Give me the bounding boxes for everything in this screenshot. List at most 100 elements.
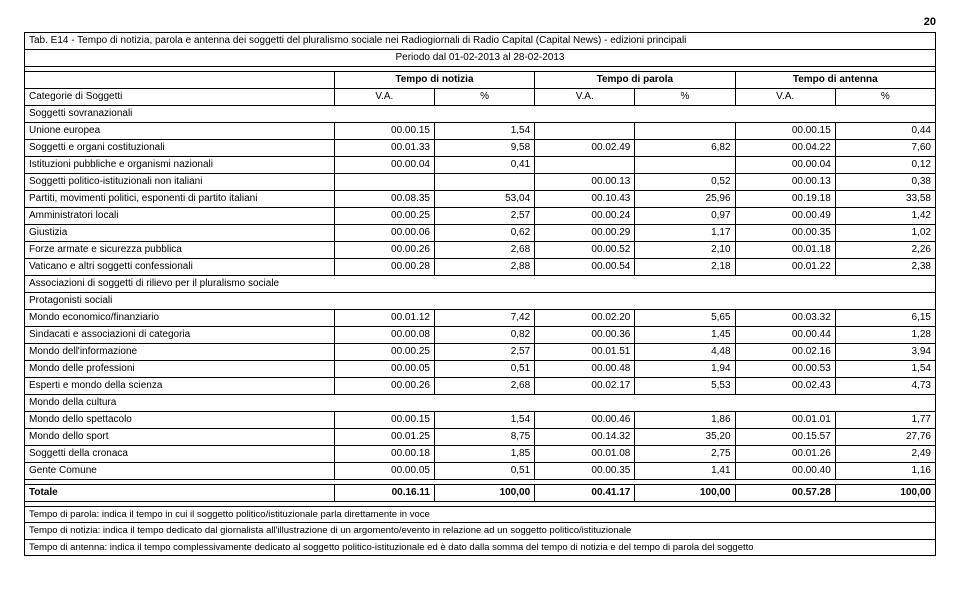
data-cell: 2,57 [434,208,534,225]
data-cell: 00.01.01 [735,412,835,429]
data-cell: 27,76 [835,429,935,446]
data-cell: 0,12 [835,157,935,174]
data-cell: 8,75 [434,429,534,446]
table-title: Tab. E14 - Tempo di notizia, parola e an… [25,33,936,50]
row-label: Istituzioni pubbliche e organismi nazion… [25,157,335,174]
footnote: Tempo di parola: indica il tempo in cui … [25,507,936,523]
footnote: Tempo di notizia: indica il tempo dedica… [25,523,936,539]
page-number: 20 [24,16,936,28]
data-cell: 00.15.57 [735,429,835,446]
data-cell: 00.00.13 [535,174,635,191]
data-cell: 0,82 [434,327,534,344]
data-cell: 00.00.24 [535,208,635,225]
data-cell: 00.10.43 [535,191,635,208]
row-label: Vaticano e altri soggetti confessionali [25,259,335,276]
sub-header: V.A. [535,89,635,106]
data-cell: 1,45 [635,327,735,344]
data-cell: 33,58 [835,191,935,208]
data-cell: 3,94 [835,344,935,361]
sub-header: V.A. [735,89,835,106]
data-cell: 00.00.26 [334,378,434,395]
data-cell: 00.00.05 [334,463,434,480]
row-label: Unione europea [25,123,335,140]
row-label: Gente Comune [25,463,335,480]
data-cell: 1,41 [635,463,735,480]
data-cell: 2,75 [635,446,735,463]
data-cell: 35,20 [635,429,735,446]
data-cell: 0,97 [635,208,735,225]
data-cell: 9,58 [434,140,534,157]
data-cell: 00.00.04 [334,157,434,174]
data-cell: 1,86 [635,412,735,429]
data-cell: 00.00.35 [535,463,635,480]
sub-header: V.A. [334,89,434,106]
data-cell: 00.00.44 [735,327,835,344]
data-cell: 0,52 [635,174,735,191]
row-label: Mondo delle professioni [25,361,335,378]
data-cell: 00.00.15 [334,412,434,429]
data-cell: 00.04.22 [735,140,835,157]
footnote: Tempo di antenna: indica il tempo comple… [25,539,936,555]
data-cell: 0,38 [835,174,935,191]
data-cell: 00.00.25 [334,208,434,225]
total-cell: 100,00 [635,485,735,502]
data-cell: 1,54 [434,412,534,429]
data-cell: 25,96 [635,191,735,208]
data-cell: 00.00.05 [334,361,434,378]
data-cell: 00.02.16 [735,344,835,361]
data-cell [635,123,735,140]
section-cultura: Mondo della cultura [25,395,936,412]
row-header-label: Categorie di Soggetti [25,89,335,106]
data-cell: 00.01.51 [535,344,635,361]
data-cell [535,123,635,140]
total-cell: 00.57.28 [735,485,835,502]
data-cell: 00.00.46 [535,412,635,429]
data-cell: 2,49 [835,446,935,463]
total-cell: 00.41.17 [535,485,635,502]
data-cell: 00.00.18 [334,446,434,463]
row-label: Amministratori locali [25,208,335,225]
data-cell: 00.03.32 [735,310,835,327]
sub-header: % [635,89,735,106]
group-header-parola: Tempo di parola [535,72,735,89]
section-protagonisti: Protagonisti sociali [25,293,936,310]
blank-header [25,72,335,89]
data-cell: 1,94 [635,361,735,378]
data-cell: 00.00.54 [535,259,635,276]
table-period: Periodo dal 01-02-2013 al 28-02-2013 [25,50,936,67]
data-cell: 0,62 [434,225,534,242]
data-cell: 00.00.08 [334,327,434,344]
data-cell: 0,51 [434,463,534,480]
data-cell: 00.00.52 [535,242,635,259]
data-cell: 2,10 [635,242,735,259]
data-cell: 2,88 [434,259,534,276]
row-label: Mondo dell'informazione [25,344,335,361]
row-label: Soggetti della cronaca [25,446,335,463]
data-cell: 00.14.32 [535,429,635,446]
data-cell: 00.00.26 [334,242,434,259]
row-label: Soggetti politico-istituzionali non ital… [25,174,335,191]
data-cell [334,174,434,191]
data-cell: 1,54 [434,123,534,140]
section-associazioni: Associazioni di soggetti di rilievo per … [25,276,936,293]
group-header-antenna: Tempo di antenna [735,72,935,89]
data-cell: 00.01.26 [735,446,835,463]
group-header-notizia: Tempo di notizia [334,72,534,89]
data-cell: 00.02.17 [535,378,635,395]
data-cell: 2,57 [434,344,534,361]
row-label: Mondo dello spettacolo [25,412,335,429]
data-cell: 1,42 [835,208,935,225]
data-cell: 00.00.06 [334,225,434,242]
data-cell: 2,68 [434,242,534,259]
data-cell: 5,65 [635,310,735,327]
data-cell: 0,41 [434,157,534,174]
data-cell: 1,54 [835,361,935,378]
row-label: Partiti, movimenti politici, esponenti d… [25,191,335,208]
data-cell: 00.00.36 [535,327,635,344]
data-cell: 00.01.18 [735,242,835,259]
data-cell: 1,28 [835,327,935,344]
data-cell: 1,85 [434,446,534,463]
data-cell: 00.00.49 [735,208,835,225]
data-cell: 6,82 [635,140,735,157]
data-cell: 00.00.48 [535,361,635,378]
